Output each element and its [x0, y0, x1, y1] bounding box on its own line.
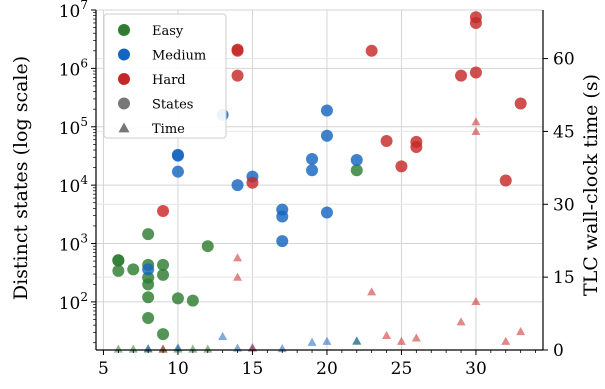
y2-tick-label: 60: [553, 50, 575, 70]
medium-states-point: [171, 149, 184, 162]
y2-tick-label: 30: [553, 195, 575, 215]
hard-time-point: [367, 287, 377, 296]
data-points: [112, 11, 527, 353]
easy-states-point: [350, 164, 363, 177]
legend-time-label: Time: [152, 122, 185, 137]
medium-time-point: [352, 336, 362, 345]
hard-states-point: [455, 69, 468, 82]
hard-states-point: [410, 141, 423, 154]
easy-states-point: [142, 228, 155, 241]
legend-easy-marker: [118, 24, 130, 36]
legend-hard-marker: [118, 73, 130, 85]
secondary-y-axis-label: TLC wall-clock time (s): [580, 74, 602, 296]
hard-time-point: [411, 333, 421, 342]
x-tick-label: 30: [465, 359, 487, 379]
x-tick-label: 10: [167, 359, 189, 379]
medium-states-point: [142, 263, 155, 276]
medium-states-point: [306, 164, 319, 177]
medium-states-point: [276, 210, 289, 223]
medium-states-point: [276, 235, 289, 248]
hard-time-point: [471, 126, 481, 136]
secondary-grid: [96, 58, 543, 278]
hard-time-point: [516, 327, 526, 336]
medium-states-point: [231, 179, 244, 192]
medium-states-point: [171, 165, 184, 178]
hard-time-point: [233, 272, 243, 281]
hard-time-point: [233, 253, 243, 262]
easy-states-point: [127, 263, 140, 276]
y-tick-label: 104: [59, 173, 89, 197]
easy-time-point: [203, 344, 213, 353]
legend-medium-marker: [118, 48, 130, 61]
hard-states-point: [231, 44, 244, 57]
hard-states-point: [246, 176, 259, 189]
hard-states-point: [395, 160, 408, 173]
easy-states-point: [157, 328, 170, 341]
hard-states-point: [514, 97, 527, 110]
medium-time-point: [307, 337, 317, 346]
easy-time-point: [128, 344, 138, 353]
hard-time-point: [471, 296, 481, 306]
legend-states-marker: [118, 97, 130, 110]
medium-time-point: [322, 336, 332, 345]
medium-states-point: [320, 129, 333, 142]
easy-states-point: [157, 258, 170, 271]
x-tick-label: 25: [391, 359, 413, 379]
y-axis-label: Distinct states (log scale): [10, 56, 32, 300]
legend-hard-label: Hard: [152, 73, 186, 88]
easy-states-point: [142, 291, 155, 304]
hard-states-point: [469, 66, 482, 79]
hard-states-point: [469, 16, 482, 29]
easy-time-point: [188, 344, 198, 353]
y-tick-label: 106: [59, 56, 88, 80]
easy-states-point: [157, 268, 170, 281]
easy-states-point: [112, 264, 125, 277]
medium-states-point: [320, 206, 333, 219]
y-tick-label: 107: [59, 0, 88, 22]
x-tick-label: 5: [98, 359, 109, 379]
hard-states-point: [499, 174, 512, 187]
hard-time-point: [396, 336, 406, 345]
hard-states-point: [157, 205, 170, 218]
easy-states-point: [142, 311, 155, 324]
medium-states-point: [320, 104, 333, 117]
x-tick-label: 15: [242, 359, 264, 379]
y-tick-label: 103: [59, 232, 88, 256]
tick-labels: 5 10 15 20 25 30 102 103 104 105 106 107 0 15 30 45 60: [59, 0, 575, 379]
easy-states-point: [186, 294, 199, 307]
hard-time-point: [456, 317, 466, 326]
easy-states-point: [171, 292, 184, 305]
easy-states-point: [142, 278, 155, 291]
hard-states-point: [231, 69, 244, 82]
medium-states-point: [350, 153, 363, 166]
hard-time-point: [501, 336, 511, 345]
y-tick-label: 102: [59, 290, 88, 314]
legend-easy-label: Easy: [152, 24, 184, 39]
easy-states-point: [112, 254, 125, 267]
y-tick-label: 105: [59, 115, 88, 139]
medium-states-point: [306, 153, 319, 166]
medium-time-point: [173, 343, 183, 352]
legend: Easy Medium Hard States Time: [103, 13, 227, 139]
legend-box: [103, 13, 227, 139]
legend-time-marker: [118, 122, 130, 133]
legend-medium-label: Medium: [152, 49, 206, 64]
x-tick-label: 20: [316, 359, 338, 379]
legend-states-label: States: [152, 98, 193, 113]
hard-states-point: [365, 44, 378, 57]
easy-time-point: [113, 344, 123, 353]
medium-time-point: [218, 331, 228, 340]
hard-time-point: [158, 344, 168, 353]
easy-states-point: [201, 240, 214, 253]
y2-tick-label: 15: [553, 268, 575, 288]
hard-time-point: [471, 117, 481, 126]
hard-time-point: [382, 330, 392, 340]
hard-states-point: [380, 135, 393, 148]
y2-tick-label: 45: [553, 122, 575, 142]
y2-tick-label: 0: [553, 341, 564, 361]
axes: [91, 9, 548, 355]
